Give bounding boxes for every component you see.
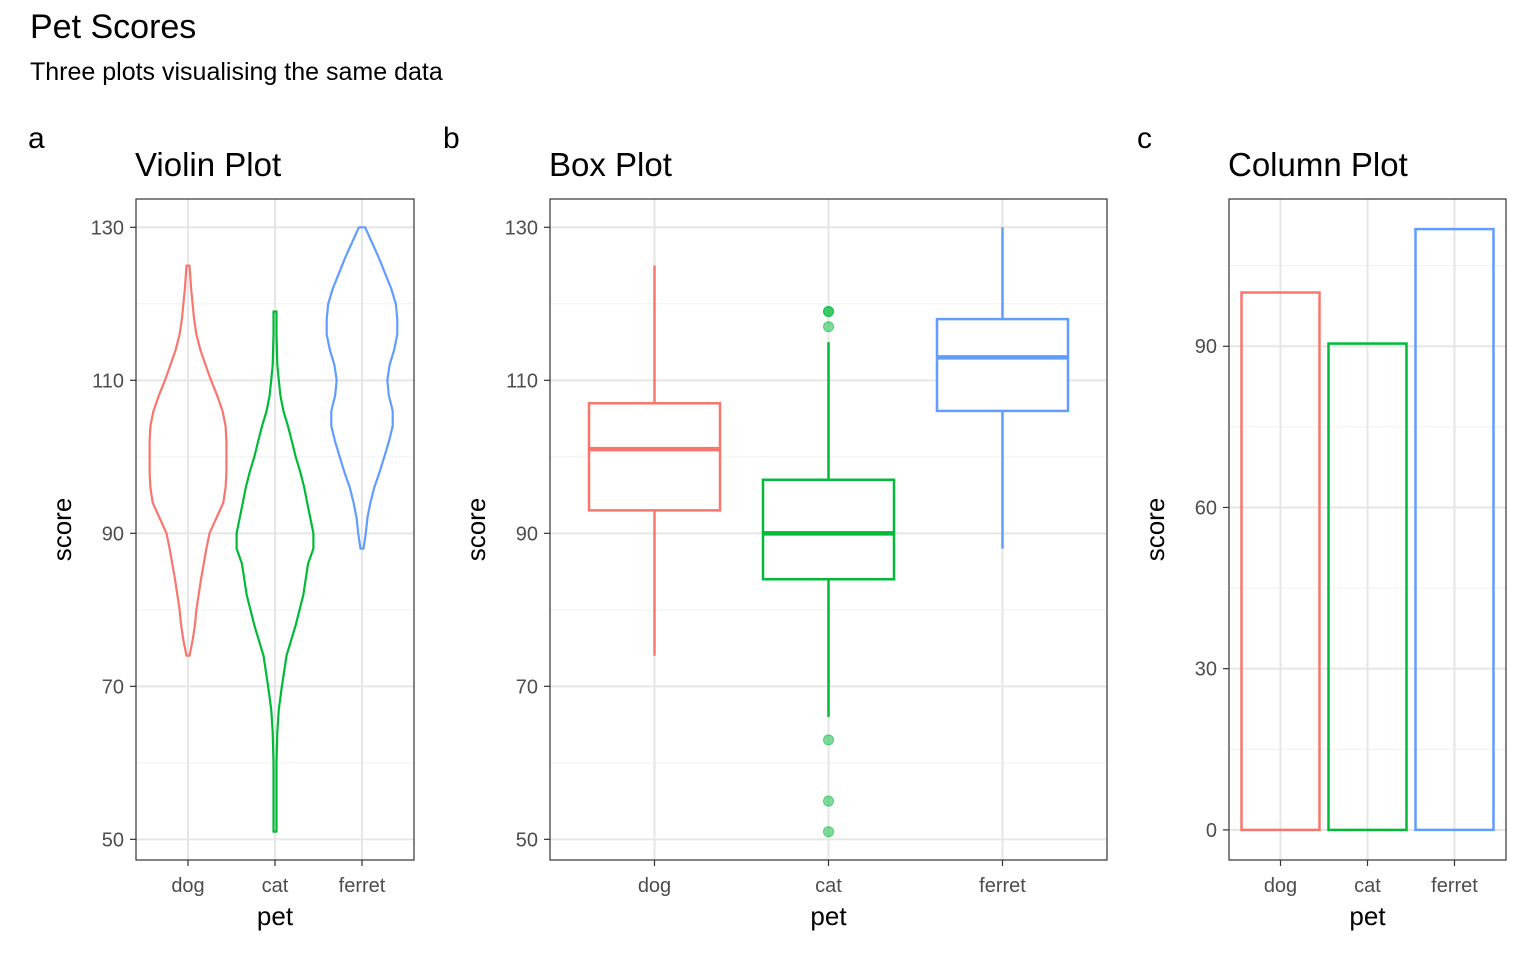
outlier-point [823, 826, 834, 838]
x-tick-label: ferret [339, 875, 386, 897]
panel-tag: b [443, 122, 460, 155]
y-tick-label: 60 [1195, 497, 1217, 519]
y-tick-label: 90 [516, 523, 538, 545]
y-tick-label: 70 [516, 676, 538, 698]
y-tick-label: 110 [92, 370, 124, 392]
violin-cat [235, 310, 315, 833]
x-tick-label: cat [262, 875, 289, 897]
x-tick-label: dog [1264, 875, 1297, 897]
panel-title: Column Plot [1228, 146, 1408, 183]
violin-dog [148, 264, 228, 657]
y-axis-title: score [1140, 498, 1170, 562]
x-axis-title: pet [1349, 901, 1386, 931]
y-tick-label: 110 [506, 370, 538, 392]
x-axis-title: pet [257, 901, 294, 931]
x-tick-label: dog [171, 875, 204, 897]
y-tick-label: 130 [91, 217, 124, 239]
box-dog [587, 402, 722, 512]
panel-a: a Violin Plot 50 70 90 110 130 dog cat ferret pet s… [28, 122, 415, 931]
figure-title: Pet Scores [30, 8, 197, 46]
figure-subtitle: Three plots visualising the same data [30, 58, 443, 86]
y-tick-label: 30 [1195, 659, 1217, 681]
panel-title: Violin Plot [135, 146, 281, 183]
outlier-point [823, 321, 834, 333]
outlier-point [823, 795, 834, 807]
box-cat [761, 478, 896, 581]
panel-c: c Column Plot 0 30 60 90 dog cat ferret pet score [1137, 122, 1507, 931]
outlier-point [823, 734, 834, 746]
y-tick-label: 70 [102, 676, 124, 698]
y-axis-title: score [461, 498, 491, 562]
panel-tag: a [28, 122, 45, 155]
x-tick-label: cat [1354, 875, 1381, 897]
x-tick-label: ferret [979, 875, 1026, 897]
y-tick-label: 0 [1206, 820, 1217, 842]
x-tick-label: ferret [1431, 875, 1478, 897]
bar-dog [1240, 291, 1321, 832]
outlier-point [823, 305, 834, 317]
y-tick-label: 130 [505, 217, 538, 239]
bar-ferret [1414, 227, 1495, 832]
y-tick-label: 90 [102, 523, 124, 545]
panel-tag: c [1137, 122, 1152, 155]
violin-ferret [325, 226, 399, 550]
x-tick-label: cat [815, 875, 842, 897]
y-tick-label: 50 [102, 829, 124, 851]
x-tick-label: dog [638, 875, 671, 897]
y-tick-label: 90 [1195, 336, 1217, 358]
y-tick-label: 50 [516, 829, 538, 851]
box-ferret [935, 317, 1070, 413]
y-axis-title: score [47, 498, 77, 562]
bar-cat [1327, 342, 1408, 832]
panel-title: Box Plot [549, 146, 672, 183]
x-axis-title: pet [810, 901, 847, 931]
panel-b: b Box Plot 50 70 90 110 130 dog cat ferret pet scor… [443, 122, 1108, 931]
